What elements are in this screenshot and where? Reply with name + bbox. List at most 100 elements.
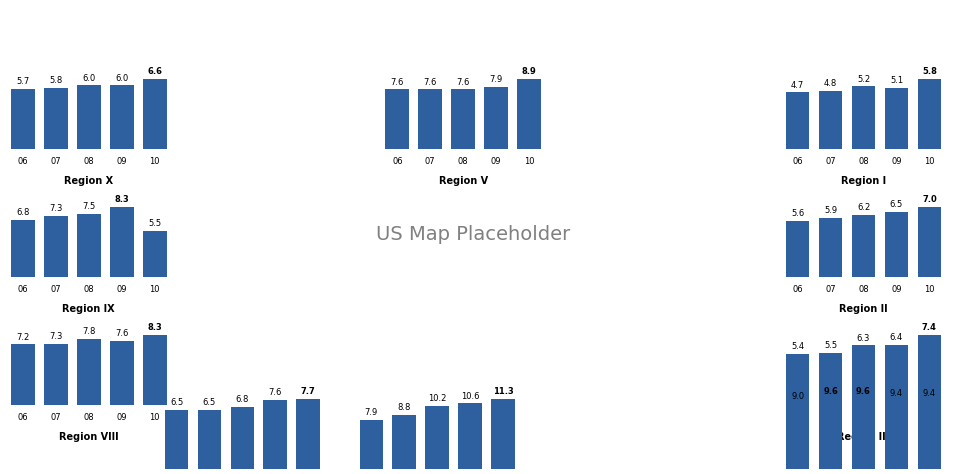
Text: 06: 06 — [792, 285, 803, 294]
Text: 6.0: 6.0 — [83, 73, 95, 82]
Bar — [786, 354, 809, 405]
Text: 8.3: 8.3 — [114, 195, 129, 204]
Bar — [263, 400, 287, 469]
Text: 07: 07 — [826, 285, 836, 294]
Bar — [165, 410, 188, 469]
Text: 4.7: 4.7 — [791, 81, 804, 90]
Text: 8.9: 8.9 — [521, 67, 537, 76]
Bar — [484, 87, 508, 149]
Bar — [44, 344, 68, 405]
Text: 6.6: 6.6 — [147, 67, 162, 76]
Text: 9.4: 9.4 — [890, 389, 903, 398]
Text: 5.9: 5.9 — [824, 206, 837, 215]
Bar — [819, 91, 843, 149]
Text: 07: 07 — [51, 285, 61, 294]
Text: 11.3: 11.3 — [492, 387, 514, 396]
Text: US Map Placeholder: US Map Placeholder — [375, 225, 570, 244]
Text: 07: 07 — [826, 413, 836, 422]
Text: 10: 10 — [924, 285, 935, 294]
Text: 08: 08 — [858, 285, 869, 294]
Bar — [109, 341, 133, 405]
Text: 06: 06 — [392, 157, 402, 166]
Bar — [884, 212, 908, 277]
Text: 07: 07 — [51, 157, 61, 166]
Text: 8.3: 8.3 — [147, 323, 162, 332]
Bar — [77, 214, 101, 277]
Text: 6.5: 6.5 — [170, 398, 183, 407]
Text: 7.6: 7.6 — [391, 78, 404, 86]
Text: 6.0: 6.0 — [115, 73, 129, 82]
Text: 08: 08 — [858, 157, 869, 166]
Text: 7.6: 7.6 — [115, 329, 129, 338]
Text: 08: 08 — [84, 157, 94, 166]
Text: 7.8: 7.8 — [83, 328, 95, 337]
Text: 5.4: 5.4 — [791, 342, 804, 351]
Bar — [198, 410, 222, 469]
Text: Region I: Region I — [841, 176, 886, 186]
Bar — [425, 406, 449, 469]
Text: Region V: Region V — [439, 176, 488, 186]
Text: 06: 06 — [792, 157, 803, 166]
Bar — [44, 88, 68, 149]
Text: 10: 10 — [924, 413, 935, 422]
Text: 7.9: 7.9 — [490, 75, 503, 84]
Bar — [918, 79, 941, 149]
Bar — [77, 85, 101, 149]
Bar — [852, 399, 876, 469]
Text: 10: 10 — [150, 285, 160, 294]
Bar — [918, 335, 941, 405]
Text: 5.2: 5.2 — [857, 74, 870, 83]
Text: 10.2: 10.2 — [428, 394, 446, 403]
Text: 07: 07 — [51, 413, 61, 422]
Text: 09: 09 — [891, 285, 901, 294]
Bar — [451, 89, 475, 149]
Bar — [852, 86, 876, 149]
Text: 6.3: 6.3 — [857, 334, 870, 343]
Bar — [230, 407, 254, 469]
Text: Region II: Region II — [839, 304, 888, 314]
Text: Region III: Region III — [837, 432, 890, 442]
Text: 7.3: 7.3 — [49, 204, 62, 213]
Text: 06: 06 — [17, 157, 28, 166]
Text: 7.7: 7.7 — [300, 387, 316, 396]
Bar — [297, 399, 320, 469]
Bar — [360, 420, 383, 469]
Text: 9.0: 9.0 — [791, 392, 804, 401]
Text: 7.6: 7.6 — [423, 78, 437, 86]
Bar — [819, 399, 843, 469]
Text: 4.8: 4.8 — [824, 79, 837, 88]
Bar — [12, 89, 35, 149]
Text: 10.6: 10.6 — [461, 392, 479, 401]
Bar — [77, 339, 101, 405]
Bar — [44, 216, 68, 277]
Text: 5.8: 5.8 — [922, 67, 937, 76]
Text: 09: 09 — [116, 413, 127, 422]
Text: 6.5: 6.5 — [890, 200, 903, 209]
Text: 6.5: 6.5 — [203, 398, 216, 407]
Text: 07: 07 — [826, 157, 836, 166]
Bar — [143, 79, 166, 149]
Bar — [386, 89, 409, 149]
Bar — [918, 207, 941, 277]
Text: Region IX: Region IX — [62, 304, 115, 314]
Bar — [786, 221, 809, 277]
Text: 5.5: 5.5 — [148, 219, 161, 228]
Bar — [109, 207, 133, 277]
Text: 10: 10 — [524, 157, 535, 166]
Text: 9.6: 9.6 — [823, 387, 838, 396]
Text: 09: 09 — [116, 285, 127, 294]
Bar — [918, 401, 941, 469]
Text: 08: 08 — [84, 285, 94, 294]
Bar — [12, 220, 35, 277]
Text: Region X: Region X — [64, 176, 113, 186]
Text: 7.9: 7.9 — [365, 408, 378, 417]
Bar — [393, 415, 417, 469]
Text: 08: 08 — [84, 413, 94, 422]
Text: Region VIII: Region VIII — [59, 432, 119, 442]
Text: 7.5: 7.5 — [83, 202, 95, 211]
Bar — [492, 399, 515, 469]
Bar — [884, 88, 908, 149]
Text: 7.0: 7.0 — [922, 195, 937, 204]
Text: 06: 06 — [17, 413, 28, 422]
Bar — [109, 85, 133, 149]
